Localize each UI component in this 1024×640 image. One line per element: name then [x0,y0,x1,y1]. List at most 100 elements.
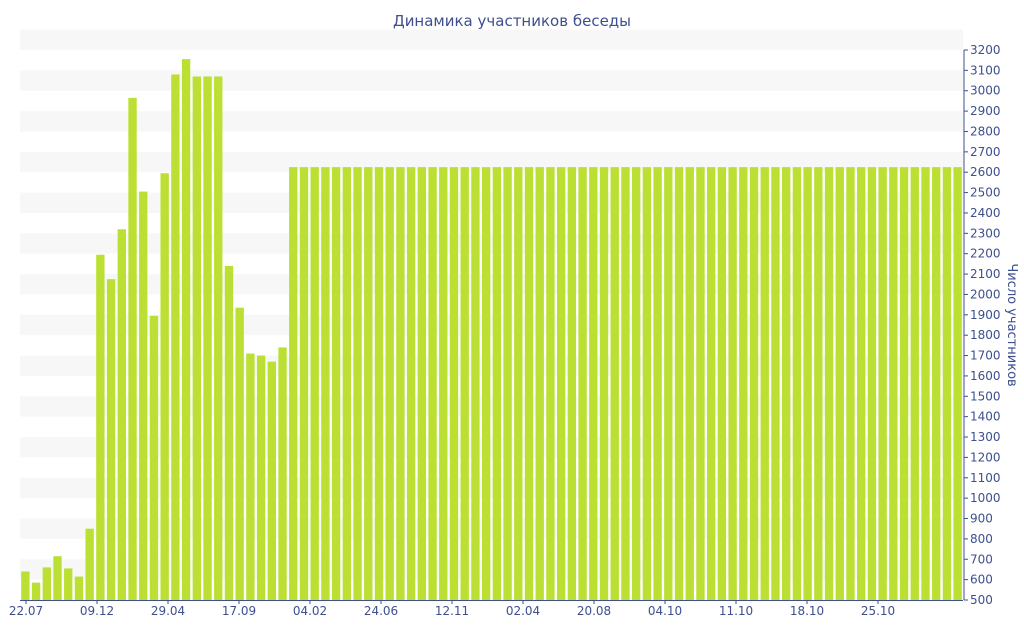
bar [589,167,598,600]
y-tick-label: 3000 [970,84,1001,98]
y-tick-label: 2800 [970,124,1001,138]
x-tick-label: 29.04 [151,604,185,618]
bar [342,167,352,600]
x-tick-label: 18.10 [790,604,824,618]
bar [771,167,780,600]
x-tick-label: 25.10 [861,604,895,618]
bar [460,167,469,600]
bar [492,167,502,600]
bar [846,167,855,600]
bar [160,173,169,601]
grid-band [20,437,963,458]
bar [406,167,416,600]
grid-band [20,151,963,173]
bar [524,167,534,600]
y-tick-label: 1300 [970,430,1001,444]
bar [439,167,448,600]
y-tick-label: 2300 [970,226,1001,240]
y-tick-label: 3100 [970,63,1001,77]
bar [599,167,609,600]
y-axis-label: Число участников [1004,263,1019,386]
bar [835,167,844,600]
bar [653,167,662,600]
y-tick-label: 700 [970,552,993,566]
y-tick-label: 2000 [970,287,1001,301]
bar [192,76,201,600]
bar [514,167,523,600]
bar [503,167,512,600]
chart-title: Динамика участников беседы [392,12,632,30]
bar [396,167,405,600]
x-tick-label: 12.11 [435,604,469,618]
y-tick-label: 1200 [970,450,1001,464]
bar [128,97,137,601]
bar [674,167,684,600]
bar [96,254,105,600]
y-tick-label: 2100 [970,267,1001,281]
grid-band [20,111,963,132]
bar [171,74,180,600]
bar [64,568,73,600]
bar [706,167,716,600]
bars [21,59,962,601]
y-axis: 500 600 700 800 900 1000 1100 1200 1300 1400 1500 1… [963,43,1001,607]
bar [953,167,962,600]
bar [717,167,727,600]
bar [331,167,341,600]
y-tick-label: 1100 [970,471,1001,485]
grid-band [20,29,963,50]
y-tick-label: 500 [970,593,993,607]
bar [782,167,791,600]
grid-band [20,274,963,295]
grid-band [20,233,963,254]
bar [321,167,330,600]
y-tick-label: 2500 [970,186,1001,200]
bar [267,361,277,600]
bar [685,167,694,600]
bar [364,167,373,600]
bar [310,167,319,600]
bar [556,167,566,600]
bar [867,167,877,600]
y-tick-label: 1400 [970,410,1001,424]
bar [471,167,480,600]
y-tick-label: 1500 [970,389,1001,403]
bar [578,167,587,600]
bar [921,167,930,600]
bar [21,571,30,600]
y-tick-label: 3200 [970,43,1001,57]
bar [803,167,812,600]
bar [857,167,866,600]
x-tick-label: 22.07 [9,604,43,618]
bar [481,167,491,600]
y-tick-label: 2900 [970,104,1001,118]
grid-band [20,559,963,580]
bar [749,167,759,600]
bar [792,167,802,600]
bar [139,191,148,600]
x-tick-label: 17.09 [222,604,256,618]
bar [31,582,41,600]
bar [246,353,255,600]
x-tick-label: 04.10 [648,604,682,618]
bar [256,355,266,600]
bar [85,528,94,600]
y-tick-label: 1600 [970,369,1001,383]
bar [942,167,952,600]
bar [535,167,544,600]
bar [214,76,223,600]
bar [696,167,705,600]
y-tick-label: 2600 [970,165,1001,179]
x-tick-label: 11.10 [719,604,753,618]
bar [567,167,577,600]
y-tick-label: 1000 [970,491,1001,505]
grid-band [20,477,963,499]
bar [932,167,941,600]
bar [728,167,737,600]
y-tick-label: 1900 [970,308,1001,322]
bar [631,167,641,600]
grid-band [20,396,963,417]
bar [117,229,126,600]
bar [621,167,630,600]
bar [610,167,619,600]
